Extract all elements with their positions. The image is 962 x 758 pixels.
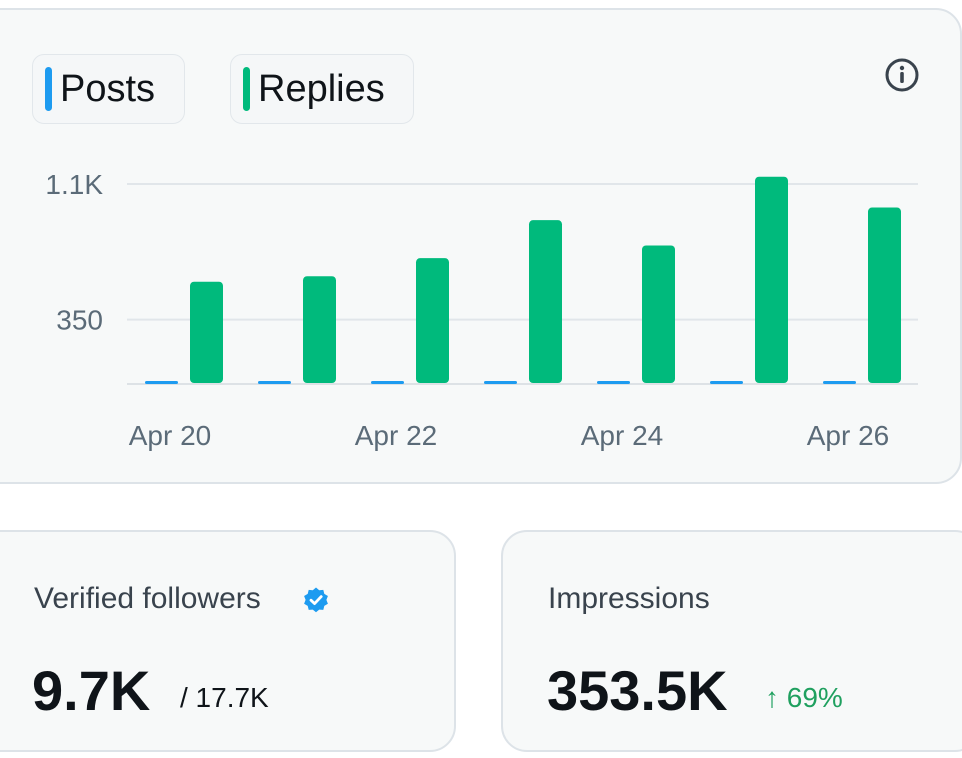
bar-chart: 1.1K 350 Apr 20 Apr 22 Apr 24 Apr 26 <box>45 169 918 451</box>
verified-followers-card[interactable]: Verified followers 9.7K / 17.7K <box>0 530 456 752</box>
x-tick-label: Apr 24 <box>581 420 664 451</box>
replies-bar <box>303 276 336 383</box>
y-tick-label: 1.1K <box>45 169 103 200</box>
impressions-value: 353.5K <box>547 659 728 722</box>
legend-replies-chip[interactable]: Replies <box>230 54 414 124</box>
replies-bar <box>755 176 788 383</box>
x-tick-label: Apr 22 <box>355 420 438 451</box>
posts-bar <box>484 381 517 384</box>
info-icon[interactable] <box>884 57 920 93</box>
posts-bar <box>371 381 404 384</box>
y-tick-label: 350 <box>56 305 103 336</box>
posts-bar <box>258 381 291 384</box>
posts-color-swatch <box>45 67 52 111</box>
impressions-card[interactable]: Impressions 353.5K ↑ 69% <box>501 530 962 752</box>
followers-total: / 17.7K <box>180 682 269 713</box>
legend-replies-label: Replies <box>258 67 385 110</box>
legend-posts-label: Posts <box>60 67 156 110</box>
x-tick-label: Apr 26 <box>807 420 890 451</box>
verified-badge-icon <box>304 587 328 613</box>
posts-bar <box>597 381 630 384</box>
verified-followers-value: 9.7K <box>32 659 151 722</box>
posts-bar <box>823 381 856 384</box>
replies-bar <box>416 258 449 383</box>
posts-bar <box>145 381 178 384</box>
x-tick-label: Apr 20 <box>129 420 212 451</box>
replies-bar <box>642 245 675 383</box>
replies-color-swatch <box>243 67 250 111</box>
impressions-change: ↑ 69% <box>765 682 843 713</box>
posts-bar <box>710 381 743 384</box>
replies-bar <box>868 207 901 383</box>
impressions-title: Impressions <box>548 582 710 615</box>
replies-bar <box>190 281 223 383</box>
replies-bar <box>529 220 562 383</box>
verified-followers-title: Verified followers <box>34 582 261 615</box>
legend-posts-chip[interactable]: Posts <box>32 54 185 124</box>
